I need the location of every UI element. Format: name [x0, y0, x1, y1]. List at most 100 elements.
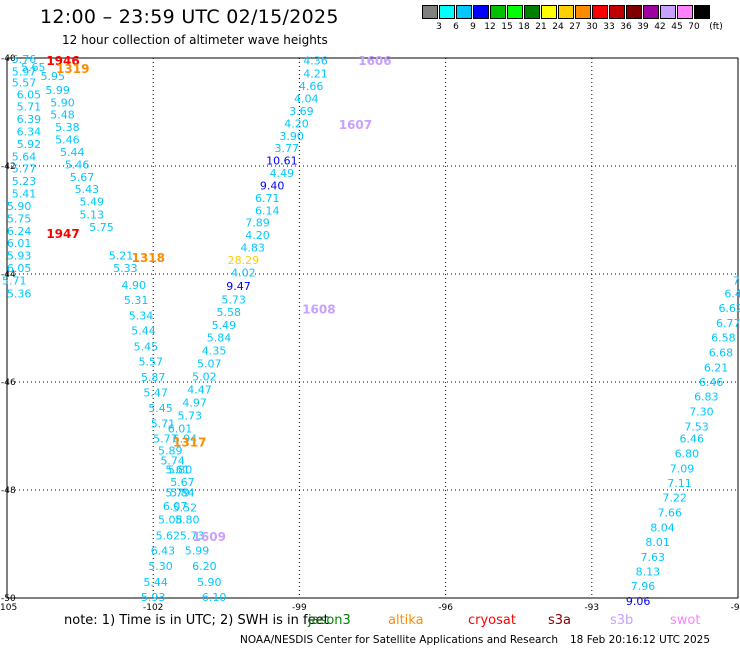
plot-frame	[6, 57, 739, 599]
satellite-key-swot: swot	[670, 613, 701, 628]
wave-height-value: 6.24	[7, 225, 32, 238]
wave-height-value: 5.44	[131, 325, 156, 338]
color-swatch	[456, 5, 472, 19]
wave-height-value: 5.45	[134, 340, 159, 353]
color-swatch	[490, 5, 506, 19]
wave-height-value: 5.84	[170, 487, 195, 500]
wave-height-value: 28.29	[228, 254, 260, 267]
wave-height-value: 3.69	[289, 105, 314, 118]
wave-height-value: 6.21	[704, 361, 729, 374]
color-swatch	[422, 5, 438, 19]
wave-height-value: 7.66	[658, 507, 683, 520]
color-scale-label: 39	[637, 22, 649, 32]
color-swatch	[524, 5, 540, 19]
wave-height-value: 5.73	[180, 529, 205, 542]
wave-height-value: 5.52	[173, 501, 198, 514]
wave-height-value: 9.47	[226, 280, 251, 293]
wave-height-value: 6.14	[255, 204, 280, 217]
wave-height-value: 6.34	[17, 125, 42, 138]
wave-height-value: 5.57	[139, 355, 164, 368]
color-swatch	[660, 5, 676, 19]
wave-height-value: 7.89	[245, 217, 270, 230]
wave-height-value: 5.58	[216, 306, 241, 319]
wave-height-value: 4.47	[187, 384, 212, 397]
color-scale-label: 6	[453, 22, 459, 32]
wave-height-value: 6.05	[7, 262, 32, 275]
color-scale-label: 70	[688, 22, 700, 32]
satellite-key-cryosat: cryosat	[468, 613, 516, 628]
wave-height-value: 6.43	[151, 544, 176, 557]
wave-height-value: 7.11	[667, 477, 692, 490]
satellite-key-jason3: jason3	[308, 613, 351, 628]
wave-height-value: 5.61	[165, 463, 190, 476]
wave-height-value: 5.33	[113, 262, 138, 275]
wave-height-value: 5.45	[148, 402, 173, 415]
pass-number-label: 1606	[358, 54, 391, 68]
wave-height-value: 6.05	[17, 89, 42, 102]
wave-height-value: 7.	[733, 274, 740, 287]
wave-height-value: 10.61	[266, 155, 298, 168]
wave-height-value: 7.22	[662, 492, 687, 505]
color-swatch	[558, 5, 574, 19]
color-scale-unit: (ft)	[709, 22, 723, 32]
wave-height-value: 4.20	[284, 117, 309, 130]
wave-height-value: 5.99	[185, 544, 210, 557]
wave-height-value: 6.94	[173, 433, 198, 446]
wave-height-value: 5.02	[192, 371, 217, 384]
wave-height-value: 6.39	[17, 113, 42, 126]
wave-height-value: 4.83	[240, 242, 265, 255]
wave-height-value: 4.20	[245, 229, 270, 242]
wave-height-value: 5.92	[17, 138, 42, 151]
wave-height-value: 4.97	[182, 397, 207, 410]
pass-number-label: 1319	[56, 62, 89, 76]
color-scale-label: 30	[586, 22, 598, 32]
wave-height-value: 4.35	[202, 345, 227, 358]
wave-height-value: 5.49	[212, 319, 237, 332]
wave-height-value: 6.58	[711, 332, 736, 345]
wave-height-value: 5.80	[168, 463, 193, 476]
wave-height-value: 5.34	[129, 310, 154, 323]
color-swatch	[439, 5, 455, 19]
y-tick-label: -50	[1, 594, 16, 604]
wave-height-value: 5.79	[165, 487, 190, 500]
wave-height-value: 4.90	[121, 279, 146, 292]
pass-number-label: 1607	[339, 118, 372, 132]
color-swatch	[609, 5, 625, 19]
pass-number-label: 1608	[302, 303, 335, 317]
wave-height-value: 6.4	[724, 287, 740, 300]
wave-height-value: 5.95	[41, 70, 66, 83]
pass-number-label: 1609	[193, 530, 226, 544]
wave-height-value: 6.62	[718, 302, 740, 315]
wave-height-value: 3.90	[279, 130, 304, 143]
color-scale-label: 21	[535, 22, 547, 32]
wave-height-value: 4.02	[231, 266, 256, 279]
wave-height-value: 5.77	[153, 433, 178, 446]
wave-height-value: 5.48	[50, 109, 75, 122]
wave-height-value: 5.36	[7, 287, 32, 300]
wave-height-value: 5.46	[65, 158, 90, 171]
wave-height-value: 6.77	[716, 317, 740, 330]
wave-height-value: 8.01	[645, 536, 670, 549]
color-swatch	[677, 5, 693, 19]
wave-height-value: 5.38	[55, 121, 80, 134]
wave-height-value: 4.49	[270, 167, 295, 180]
color-scale-label: 24	[552, 22, 564, 32]
wave-height-value: 5.93	[141, 591, 166, 604]
wave-height-value: 5.46	[55, 134, 80, 147]
wave-height-value: 5.89	[158, 445, 183, 458]
wave-height-value: 7.63	[640, 551, 665, 564]
wave-height-value: 8.13	[636, 566, 661, 579]
x-tick-label: -96	[438, 603, 453, 613]
wave-height-value: 4.21	[303, 68, 328, 81]
color-scale-label: 36	[620, 22, 632, 32]
color-swatch	[541, 5, 557, 19]
wave-height-value: 4.66	[299, 80, 324, 93]
wave-height-value: 5.84	[207, 332, 232, 345]
x-tick-label: -105	[0, 603, 17, 613]
wave-height-value: 5.21	[109, 250, 134, 263]
wave-height-value: 5.08	[158, 514, 183, 527]
wave-height-value: 5.30	[148, 560, 173, 573]
wave-height-value: 3.77	[274, 142, 299, 155]
wave-height-value: 6.71	[255, 192, 280, 205]
